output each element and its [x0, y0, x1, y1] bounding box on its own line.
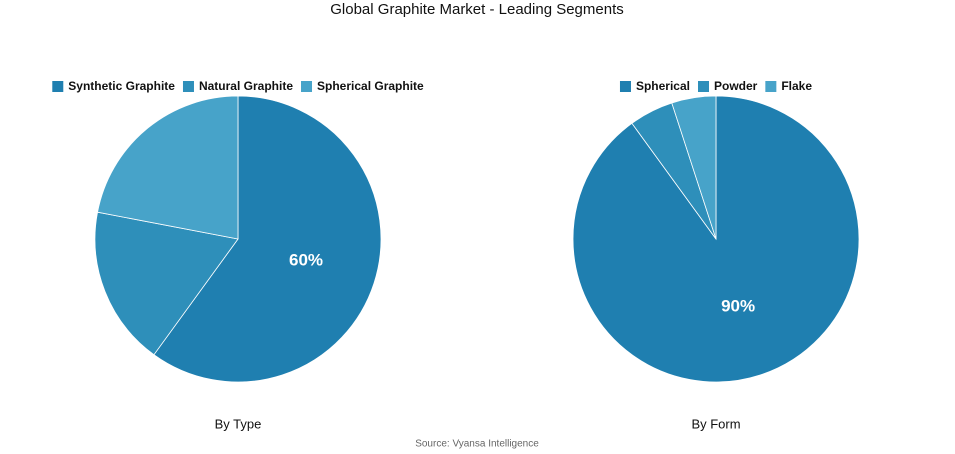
legend-label: Powder: [714, 79, 758, 93]
legend-swatch: [301, 81, 313, 92]
pie-slice: [97, 95, 239, 240]
legend-swatch: [52, 81, 64, 92]
slice-label: 60%: [289, 251, 323, 270]
legend-label: Synthetic Graphite: [68, 79, 175, 93]
pie-slice: [153, 95, 382, 383]
legend-swatch: [619, 81, 631, 92]
chart-subtitle: By Form: [691, 416, 740, 431]
legend-swatch: [698, 81, 709, 92]
chart-subtitle: By Type: [215, 416, 262, 431]
source: Source: Vyansa Intelligence: [415, 439, 539, 450]
legend-swatch: [182, 81, 194, 92]
legend-swatch: [765, 81, 777, 92]
slice-label: 90%: [721, 296, 755, 315]
pie-slice: [671, 95, 717, 240]
legend-label: Spherical Graphite: [317, 79, 424, 93]
legend-label: Spherical: [636, 79, 690, 93]
pie-slice: [94, 211, 239, 356]
legend-label: Natural Graphite: [199, 79, 293, 93]
legend-label: Flake: [781, 79, 812, 93]
page-title: Global Graphite Market - Leading Segment…: [330, 1, 624, 18]
